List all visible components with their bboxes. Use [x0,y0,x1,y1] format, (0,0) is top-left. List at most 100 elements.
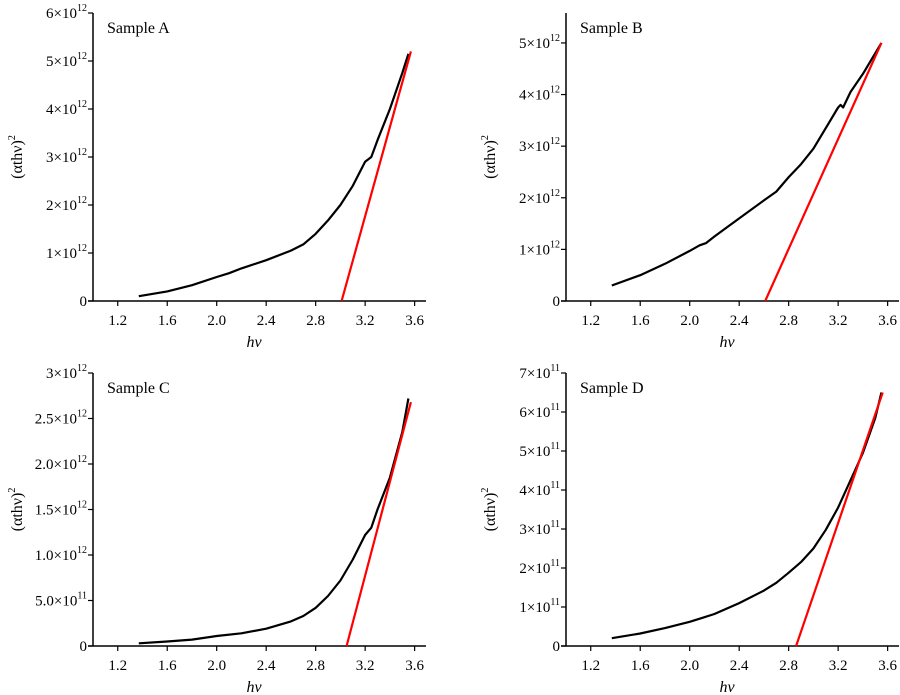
linear-fit-line [340,51,412,302]
y-tick-label-base: 1×10 [519,242,550,258]
y-tick-label-base: 3×10 [519,139,550,155]
y-axis-label: (αthν)2 [7,135,26,179]
linear-fit-line [764,42,883,302]
y-tick-label-exponent: 12 [77,409,87,420]
x-tick-label: 1.6 [631,658,650,674]
y-tick-label: 3×1012 [46,147,87,166]
y-tick-label-exponent: 12 [77,195,87,206]
y-tick-label-exponent: 12 [77,99,87,110]
data-curve [138,53,410,298]
y-tick-label-exponent: 11 [550,402,560,413]
x-tick-label: 1.6 [158,313,177,329]
y-tick-label-base: 0 [553,294,561,310]
x-tick-label: 3.6 [405,313,424,329]
x-tick-label: 2.4 [257,658,276,674]
y-tick-label-base: 5.0×10 [35,594,77,610]
data-curve [611,392,883,640]
x-tick-label: 2.0 [207,313,226,329]
x-tick-label: 3.2 [356,313,375,329]
y-tick-label-exponent: 11 [550,558,560,569]
y-tick-label-base: 0 [80,639,88,655]
y-tick-label: 0 [80,639,88,655]
y-tick-label-exponent: 12 [77,243,87,254]
y-tick-label: 3×1012 [46,363,87,382]
y-axis-label-base: (αthν) [9,140,26,179]
x-tick-label: 1.2 [581,658,600,674]
y-tick-label: 4×1011 [519,480,560,499]
y-tick-label: 0 [553,294,561,310]
panel-title: Sample C [107,380,170,397]
x-tick-label: 2.0 [680,658,699,674]
y-axis-label-base: (αthν) [9,493,26,532]
y-tick-label: 5.0×1011 [35,591,87,610]
x-tick-label: 2.4 [730,313,749,329]
y-tick-label-exponent: 12 [77,3,87,14]
y-tick-label: 2×1012 [519,188,560,207]
x-tick-label: 1.2 [108,658,127,674]
linear-fit-line [345,401,412,647]
y-tick-label: 1.0×1012 [35,545,87,564]
y-tick-label: 5×1011 [519,441,560,460]
x-tick-label: 1.6 [631,313,650,329]
y-tick-label-base: 5×10 [519,36,550,52]
y-tick-label-exponent: 12 [77,147,87,158]
y-tick-label-base: 7×10 [519,366,550,382]
y-tick-label-base: 1×10 [519,600,550,616]
x-tick-label: 2.0 [207,658,226,674]
data-curve [611,42,883,287]
panel-sample-d: 1.2 1.6 2.0 2.4 2.8 3.2 3.601×10112×10113×1011… [480,363,899,695]
y-axis-label-base: (αthν) [482,493,499,532]
y-tick-label: 6×1012 [46,3,87,22]
x-axis-label: hv [246,334,262,351]
y-axis-label: (αthν)2 [480,488,499,532]
panel-title: Sample B [580,20,643,37]
y-tick-label: 3×1011 [519,519,560,538]
y-tick-label-base: 4×10 [519,483,550,499]
y-axis-label-exponent: 2 [7,488,18,493]
y-tick-label-exponent: 11 [550,363,560,374]
y-tick-label-base: 6×10 [46,6,77,22]
y-tick-label: 0 [80,294,88,310]
y-tick-label-base: 1.0×10 [35,548,77,564]
y-tick-label-exponent: 12 [77,51,87,62]
y-tick-label: 2.5×1012 [35,409,87,428]
y-tick-label-exponent: 11 [550,441,560,452]
x-tick-label: 2.4 [730,658,749,674]
y-tick-label-exponent: 12 [550,136,560,147]
y-tick-label-exponent: 11 [550,480,560,491]
y-axis-label-exponent: 2 [7,135,18,140]
panel-sample-c: 1.2 1.6 2.0 2.4 2.8 3.2 3.605.0×10111.0×10121.… [7,363,426,695]
y-tick-label-exponent: 12 [550,188,560,199]
y-tick-label-base: 3×10 [46,366,77,382]
y-tick-label-exponent: 12 [550,85,560,96]
x-tick-label: 2.8 [306,313,325,329]
x-tick-label: 2.0 [680,313,699,329]
y-axis-label-base: (αthν) [482,140,499,179]
y-tick-label: 1.5×1012 [35,500,87,519]
y-tick-label-base: 2×10 [519,561,550,577]
y-tick-label-base: 5×10 [46,54,77,70]
y-axis-label: (αthν)2 [480,135,499,179]
x-tick-label: 1.2 [581,313,600,329]
y-tick-label: 1×1012 [46,243,87,262]
y-tick-label-base: 4×10 [46,102,77,118]
y-tick-label: 2×1012 [46,195,87,214]
y-tick-label: 1×1011 [519,597,560,616]
y-tick-label-base: 0 [553,639,561,655]
y-tick-label-base: 2×10 [519,191,550,207]
x-tick-label: 1.6 [158,658,177,674]
y-tick-label: 7×1011 [519,363,560,382]
x-tick-label: 3.6 [405,658,424,674]
y-tick-label-base: 2.5×10 [35,412,77,428]
x-tick-label: 2.8 [779,658,798,674]
y-axis-label-exponent: 2 [480,135,491,140]
y-tick-label-exponent: 12 [77,545,87,556]
y-tick-label-base: 5×10 [519,444,550,460]
y-tick-label-exponent: 12 [550,239,560,250]
y-tick-label-exponent: 11 [77,591,87,602]
x-tick-label: 2.8 [306,658,325,674]
linear-fit-line [795,392,884,647]
x-axis-label: hv [246,679,262,695]
y-tick-label-base: 3×10 [46,150,77,166]
